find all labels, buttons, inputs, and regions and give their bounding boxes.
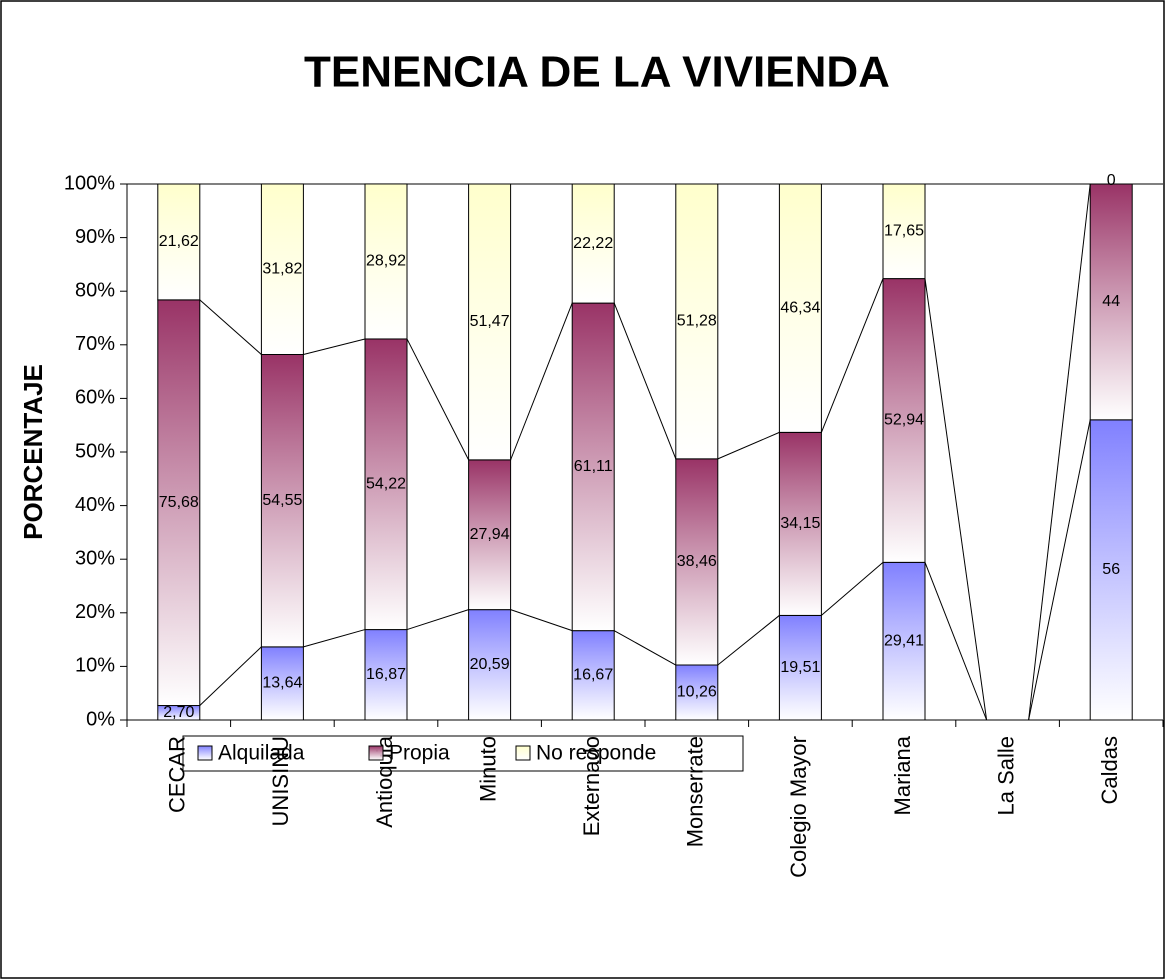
x-tick-label: CECAR: [165, 736, 190, 813]
bar-segment: [468, 609, 512, 721]
x-tick-label: Externado: [579, 736, 604, 836]
y-tick-label: 40%: [75, 494, 115, 516]
data-label: 16,67: [573, 667, 613, 684]
series-line: [821, 561, 884, 616]
bar-segment: [882, 278, 926, 563]
data-label: 31,82: [262, 260, 302, 277]
x-tick-label: Colegio Mayor: [786, 736, 811, 878]
data-label: 34,15: [780, 515, 820, 532]
series-line: [613, 302, 677, 460]
y-tick-label: 50%: [75, 440, 115, 462]
data-label: 13,64: [262, 675, 302, 692]
bar-segment: [1089, 183, 1133, 421]
legend-label: No responde: [536, 742, 656, 765]
series-line: [199, 646, 262, 706]
legend-swatch: [515, 745, 531, 761]
series-line: [199, 299, 262, 355]
x-tick-label: Monserrate: [683, 736, 708, 847]
data-label: 27,94: [470, 526, 510, 543]
bar-segment: [157, 183, 201, 301]
bar-segment: [571, 302, 615, 632]
x-tick-label: UNISINU: [268, 736, 293, 826]
bar-segment: [882, 561, 926, 721]
data-label: 51,28: [677, 313, 717, 330]
series-line: [820, 278, 884, 433]
data-label: 22,22: [573, 235, 613, 252]
bar-segment: [260, 354, 304, 648]
series-line: [717, 431, 780, 460]
y-tick-label: 20%: [75, 601, 115, 623]
bar-segment: [468, 459, 512, 611]
data-label: 2,70: [163, 704, 194, 721]
series-line: [924, 562, 988, 721]
bar-segment: [364, 183, 408, 340]
data-label: 51,47: [470, 313, 510, 330]
series-line: [406, 338, 470, 461]
x-tick-label: Minuto: [475, 736, 500, 802]
data-label: 75,68: [159, 494, 199, 511]
legend-box: [182, 735, 744, 772]
series-line: [1028, 183, 1091, 721]
data-label: 44: [1102, 293, 1120, 310]
data-label: 21,62: [159, 233, 199, 250]
data-label: 54,22: [366, 475, 406, 492]
series-line: [303, 629, 366, 648]
legend-swatch: [368, 745, 384, 761]
data-label: 38,46: [677, 553, 717, 570]
data-label: 46,34: [780, 299, 820, 316]
y-tick-label: 80%: [75, 279, 115, 301]
y-tick-label: 100%: [64, 172, 115, 194]
data-label: 29,41: [884, 632, 924, 649]
y-tick-label: 30%: [75, 547, 115, 569]
data-label: 0: [1107, 172, 1116, 189]
y-tick-label: 90%: [75, 226, 115, 248]
bar-segment: [571, 183, 615, 304]
series-line: [510, 609, 573, 632]
bar-segment: [778, 183, 822, 433]
data-label: 10,26: [677, 684, 717, 701]
bar-segment: [675, 183, 719, 460]
data-label: 28,92: [366, 253, 406, 270]
series-line: [303, 338, 366, 355]
legend-swatch: [197, 745, 213, 761]
data-label: 19,51: [780, 659, 820, 676]
bar-segment: [468, 183, 512, 461]
chart-title: TENENCIA DE LA VIVIENDA: [304, 48, 890, 97]
bar-segment: [882, 183, 926, 280]
legend-label: Alquilada: [218, 742, 305, 765]
data-label: 52,94: [884, 412, 924, 429]
y-tick-label: 70%: [75, 333, 115, 355]
bar-segment: [571, 630, 615, 721]
y-tick-label: 0%: [86, 708, 115, 730]
series-line: [1028, 419, 1091, 721]
data-label: 54,55: [262, 492, 302, 509]
y-tick-label: 10%: [75, 655, 115, 677]
x-tick-label: La Salle: [993, 736, 1018, 816]
bar-segment: [675, 458, 719, 666]
x-tick-label: Caldas: [1097, 736, 1122, 804]
data-label: 56: [1102, 561, 1120, 578]
data-label: 61,11: [574, 458, 613, 475]
bar-segment: [1089, 419, 1133, 721]
data-label: 20,59: [470, 656, 510, 673]
x-tick-label: Mariana: [890, 735, 915, 815]
series-line: [613, 630, 677, 666]
data-label: 16,87: [366, 666, 406, 683]
series-line: [717, 615, 780, 666]
series-line: [406, 609, 469, 631]
y-axis-label: PORCENTAJE: [18, 364, 48, 540]
bar-segment: [157, 299, 201, 707]
bar-segment: [260, 183, 304, 356]
data-label: 17,65: [884, 223, 924, 240]
series-line: [510, 302, 573, 461]
bar-segment: [675, 664, 719, 721]
series-line: [924, 278, 988, 721]
bar-segment: [778, 431, 822, 616]
y-tick-label: 60%: [75, 387, 115, 409]
legend-label: Propia: [389, 742, 450, 765]
